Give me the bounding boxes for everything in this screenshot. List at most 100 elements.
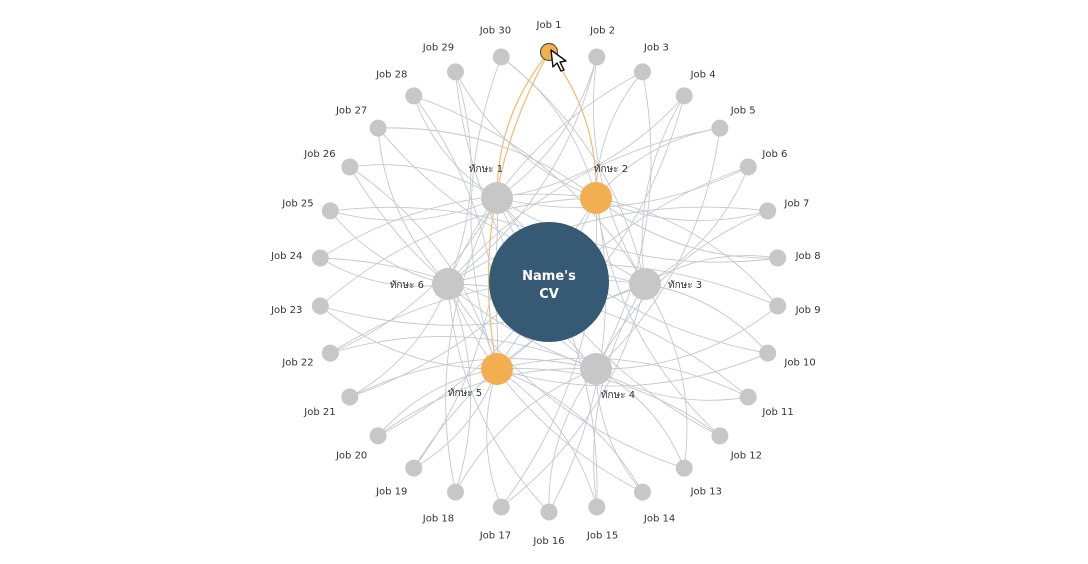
edge-job-1-skill-1 bbox=[496, 51, 550, 199]
job-label: Job 14 bbox=[643, 514, 675, 525]
edge-job-13-skill-4 bbox=[595, 368, 685, 469]
edge-job-19-skill-5 bbox=[413, 368, 498, 469]
job-node-12[interactable]: Job 12 bbox=[711, 427, 762, 462]
edge-job-9-skill-2 bbox=[595, 197, 779, 307]
job-node-19[interactable]: Job 19 bbox=[375, 459, 423, 498]
job-circle[interactable] bbox=[369, 427, 387, 445]
job-circle[interactable] bbox=[540, 503, 558, 521]
job-circle[interactable] bbox=[405, 87, 423, 105]
job-label: Job 27 bbox=[335, 105, 367, 116]
job-node-25[interactable]: Job 25 bbox=[281, 198, 339, 220]
job-node-15[interactable]: Job 15 bbox=[586, 498, 618, 542]
job-circle[interactable] bbox=[492, 498, 510, 516]
edge-job-17-skill-3 bbox=[500, 283, 646, 508]
edge-job-8-skill-1 bbox=[496, 197, 778, 263]
job-label: Job 13 bbox=[690, 487, 722, 498]
job-circle[interactable] bbox=[759, 344, 777, 362]
job-circle[interactable] bbox=[321, 344, 339, 362]
job-node-10[interactable]: Job 10 bbox=[759, 344, 816, 369]
job-node-14[interactable]: Job 14 bbox=[634, 483, 675, 525]
job-node-16[interactable]: Job 16 bbox=[532, 503, 565, 548]
skill-node-4[interactable]: ทักษะ 4 bbox=[580, 353, 635, 401]
edge-job-30-skill-5 bbox=[470, 56, 502, 370]
job-circle[interactable] bbox=[341, 388, 359, 406]
job-circle[interactable] bbox=[588, 48, 606, 66]
job-node-8[interactable]: Job 8 bbox=[769, 249, 821, 267]
job-circle[interactable] bbox=[769, 297, 787, 315]
job-circle[interactable] bbox=[447, 63, 464, 81]
job-circle[interactable] bbox=[341, 158, 359, 176]
edge-job-2-skill-6 bbox=[447, 56, 598, 285]
skill-circle[interactable] bbox=[481, 182, 513, 214]
job-circle[interactable] bbox=[711, 427, 729, 445]
job-circle[interactable] bbox=[739, 158, 757, 176]
job-circle[interactable] bbox=[492, 48, 510, 66]
job-circle[interactable] bbox=[321, 202, 339, 220]
job-node-24[interactable]: Job 24 bbox=[270, 249, 329, 267]
job-circle[interactable] bbox=[769, 249, 787, 267]
job-node-11[interactable]: Job 11 bbox=[739, 388, 794, 419]
job-label: Job 3 bbox=[643, 42, 669, 53]
job-node-21[interactable]: Job 21 bbox=[303, 388, 359, 419]
job-node-17[interactable]: Job 17 bbox=[479, 498, 511, 542]
job-circle[interactable] bbox=[711, 119, 729, 137]
skill-node-1[interactable]: ทักษะ 1 bbox=[469, 164, 513, 214]
job-label: Job 12 bbox=[730, 451, 762, 462]
job-node-26[interactable]: Job 26 bbox=[303, 149, 359, 176]
job-node-13[interactable]: Job 13 bbox=[675, 459, 722, 498]
job-circle[interactable] bbox=[759, 202, 777, 220]
job-label: Job 5 bbox=[730, 105, 756, 116]
job-node-7[interactable]: Job 7 bbox=[759, 198, 809, 220]
skill-circle[interactable] bbox=[580, 353, 612, 385]
skill-node-6[interactable]: ทักษะ 6 bbox=[390, 268, 464, 300]
job-node-2[interactable]: Job 2 bbox=[588, 26, 615, 66]
edge-job-29-skill-2 bbox=[455, 71, 597, 199]
job-circle[interactable] bbox=[634, 483, 651, 501]
job-circle[interactable] bbox=[405, 459, 423, 477]
edge-job-12-skill-2 bbox=[595, 197, 721, 437]
job-node-3[interactable]: Job 3 bbox=[634, 42, 669, 81]
job-circle[interactable] bbox=[311, 249, 329, 267]
job-circle[interactable] bbox=[447, 483, 464, 501]
skill-circle[interactable] bbox=[432, 268, 464, 300]
edge-job-16-skill-4 bbox=[548, 368, 597, 513]
skill-label: ทักษะ 4 bbox=[601, 390, 635, 401]
edge-job-21-skill-4 bbox=[349, 358, 597, 398]
job-node-6[interactable]: Job 6 bbox=[739, 149, 788, 176]
job-node-5[interactable]: Job 5 bbox=[711, 105, 756, 137]
job-node-9[interactable]: Job 9 bbox=[769, 297, 821, 317]
edge-job-28-skill-5 bbox=[413, 95, 498, 370]
skill-circle[interactable] bbox=[580, 182, 612, 214]
job-node-4[interactable]: Job 4 bbox=[675, 69, 716, 105]
edge-job-22-skill-4 bbox=[330, 336, 597, 370]
edge-job-11-skill-4 bbox=[595, 368, 749, 401]
skill-circle[interactable] bbox=[481, 353, 513, 385]
job-node-28[interactable]: Job 28 bbox=[375, 69, 423, 105]
job-node-18[interactable]: Job 18 bbox=[422, 483, 464, 525]
job-node-20[interactable]: Job 20 bbox=[335, 427, 387, 462]
skill-node-2[interactable]: ทักษะ 2 bbox=[580, 164, 628, 214]
job-circle[interactable] bbox=[675, 87, 693, 105]
job-node-22[interactable]: Job 22 bbox=[281, 344, 339, 369]
job-node-27[interactable]: Job 27 bbox=[335, 105, 387, 137]
edge-job-3-skill-6 bbox=[447, 71, 643, 285]
job-circle[interactable] bbox=[588, 498, 606, 516]
cv-center-node[interactable]: Name's CV bbox=[489, 222, 609, 342]
job-node-29[interactable]: Job 29 bbox=[422, 42, 464, 81]
skill-node-5[interactable]: ทักษะ 5 bbox=[448, 353, 513, 399]
job-circle[interactable] bbox=[311, 297, 329, 315]
job-node-30[interactable]: Job 30 bbox=[479, 26, 511, 66]
edge-job-21-skill-6 bbox=[349, 283, 449, 398]
job-circle[interactable] bbox=[675, 459, 693, 477]
job-circle[interactable] bbox=[739, 388, 757, 406]
job-node-23[interactable]: Job 23 bbox=[270, 297, 329, 317]
edge-job-13-skill-6 bbox=[447, 283, 685, 469]
edge-job-15-skill-3 bbox=[593, 283, 646, 508]
job-label: Job 17 bbox=[479, 530, 511, 541]
job-label: Job 4 bbox=[690, 69, 716, 80]
job-circle[interactable] bbox=[634, 63, 651, 81]
edge-job-25-skill-1 bbox=[330, 197, 498, 221]
skill-circle[interactable] bbox=[629, 268, 661, 300]
skill-node-3[interactable]: ทักษะ 3 bbox=[629, 268, 702, 300]
job-circle[interactable] bbox=[369, 119, 387, 137]
